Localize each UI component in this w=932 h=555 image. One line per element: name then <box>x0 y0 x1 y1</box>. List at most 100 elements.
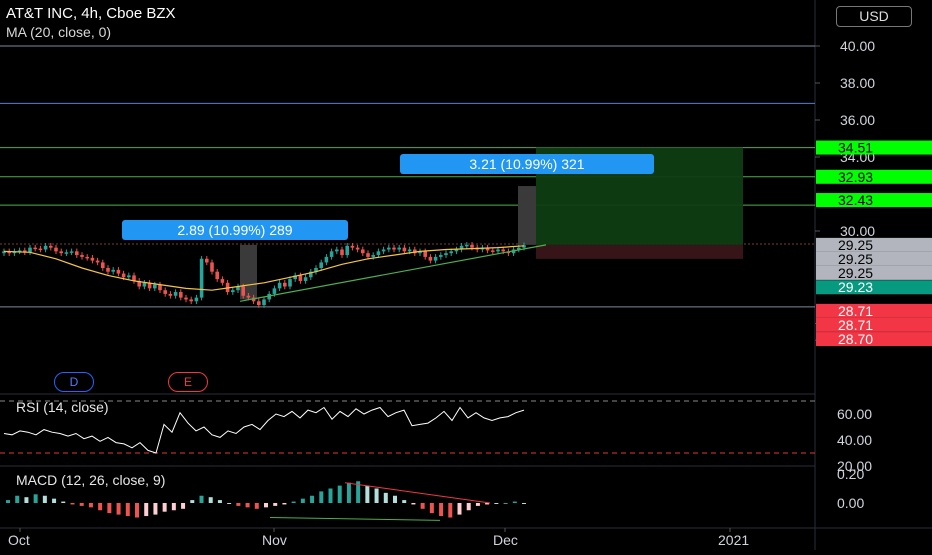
rsi-tick-label: 60.00 <box>837 406 872 422</box>
price-badge-text: 32.43 <box>838 192 873 208</box>
candle-body <box>210 262 214 272</box>
macd-bar <box>24 497 29 503</box>
price-badge-text: 28.70 <box>838 331 873 347</box>
candle-body <box>168 293 173 296</box>
price-badge: 29.23 <box>816 279 932 295</box>
candle-body <box>215 271 219 280</box>
macd-bar <box>448 503 453 518</box>
earnings-event[interactable]: E <box>168 372 208 392</box>
macd-bar <box>135 503 139 518</box>
price-tick-label: 36.00 <box>840 112 875 128</box>
price-badge: 28.71 <box>816 317 932 333</box>
candle-body <box>137 280 141 287</box>
candle-body <box>522 245 526 248</box>
price-badge: 32.93 <box>816 169 932 185</box>
macd-bar <box>439 503 444 517</box>
candle-body <box>205 258 209 263</box>
candle-body <box>485 247 490 251</box>
macd-bar <box>107 503 112 514</box>
price-badge-bg <box>816 280 932 295</box>
currency-button[interactable]: USD <box>836 6 912 27</box>
candle-body <box>345 245 349 256</box>
price-tick-label: 40.00 <box>840 38 875 54</box>
price-badge: 28.71 <box>816 303 932 319</box>
price-badge-bg <box>816 193 932 208</box>
price-badge: 29.25 <box>816 237 932 253</box>
candle-body <box>28 247 32 253</box>
macd-bar <box>144 503 149 517</box>
macd-bar <box>429 503 434 514</box>
candle-body <box>116 269 121 274</box>
macd-bar <box>190 500 195 503</box>
candle-body <box>288 279 292 287</box>
candle-body <box>59 251 63 254</box>
candle-body <box>355 247 360 250</box>
candle-body <box>111 269 115 272</box>
macd-bar <box>162 503 167 512</box>
measure-label-2[interactable]: 3.21 (10.99%) 321 <box>400 154 654 174</box>
macd-bar <box>181 503 186 509</box>
candle-body <box>173 292 178 296</box>
trendline <box>239 244 547 302</box>
candle-body <box>231 290 235 293</box>
candle-body <box>2 251 6 254</box>
candle-body <box>132 275 136 281</box>
candle-body <box>470 244 474 248</box>
candle-body <box>428 256 433 261</box>
rsi-line <box>3 406 525 454</box>
dividend-event[interactable]: D <box>54 372 94 392</box>
candles <box>2 242 526 308</box>
candle-body <box>298 275 303 281</box>
candle-body <box>121 273 126 278</box>
candle-body <box>7 251 11 254</box>
macd-label[interactable]: MACD (12, 26, close, 9) <box>16 472 166 488</box>
macd-bar <box>374 488 379 503</box>
candle-body <box>106 268 110 272</box>
time-axis: Oct Nov Dec 2021 <box>8 528 749 548</box>
candle-body <box>439 255 443 257</box>
candle-body <box>459 245 464 250</box>
candle-body <box>267 293 271 300</box>
candle-body <box>465 244 469 247</box>
price-axis: 40.0038.0036.0034.0030.0025.0024.1034.51… <box>815 38 932 511</box>
macd-bar <box>393 495 397 503</box>
candle-body <box>179 292 183 298</box>
candle-body <box>262 299 266 305</box>
price-badge-text: 29.23 <box>838 279 873 295</box>
macd-bar <box>236 503 241 506</box>
macd-bar <box>245 503 250 508</box>
support-trendline <box>239 244 547 302</box>
ma-line <box>3 245 525 291</box>
ma-legend[interactable]: MA (20, close, 0) <box>6 24 112 40</box>
candle-body <box>101 262 105 268</box>
candle-body <box>54 247 58 252</box>
macd-bar <box>494 503 499 504</box>
price-badge: 29.25 <box>816 265 932 281</box>
macd-bar <box>300 498 305 503</box>
candle-body <box>33 247 37 250</box>
macd-bar <box>171 503 176 511</box>
symbol-title: AT&T INC, 4h, Cboe BZX <box>6 5 176 22</box>
candle-body <box>80 255 84 257</box>
candle-body <box>163 290 167 294</box>
candle-body <box>236 286 240 291</box>
macd-bar <box>15 495 20 503</box>
candle-body <box>340 249 344 256</box>
price-badge-bg <box>816 140 932 155</box>
price-badge-text: 32.93 <box>838 169 873 185</box>
measure-label-1[interactable]: 2.89 (10.99%) 289 <box>122 220 348 240</box>
price-badge-text: 28.71 <box>838 317 873 333</box>
candle-body <box>158 284 162 291</box>
macd-bar <box>70 503 75 505</box>
candle-body <box>381 249 386 252</box>
rsi-label[interactable]: RSI (14, close) <box>16 399 109 415</box>
macd-bar <box>291 501 296 503</box>
macd-bar <box>52 498 57 503</box>
candle-body <box>220 279 225 283</box>
macd-bar <box>79 503 84 506</box>
candle-body <box>392 247 396 250</box>
candle-body <box>147 282 152 289</box>
candle-body <box>49 245 53 248</box>
